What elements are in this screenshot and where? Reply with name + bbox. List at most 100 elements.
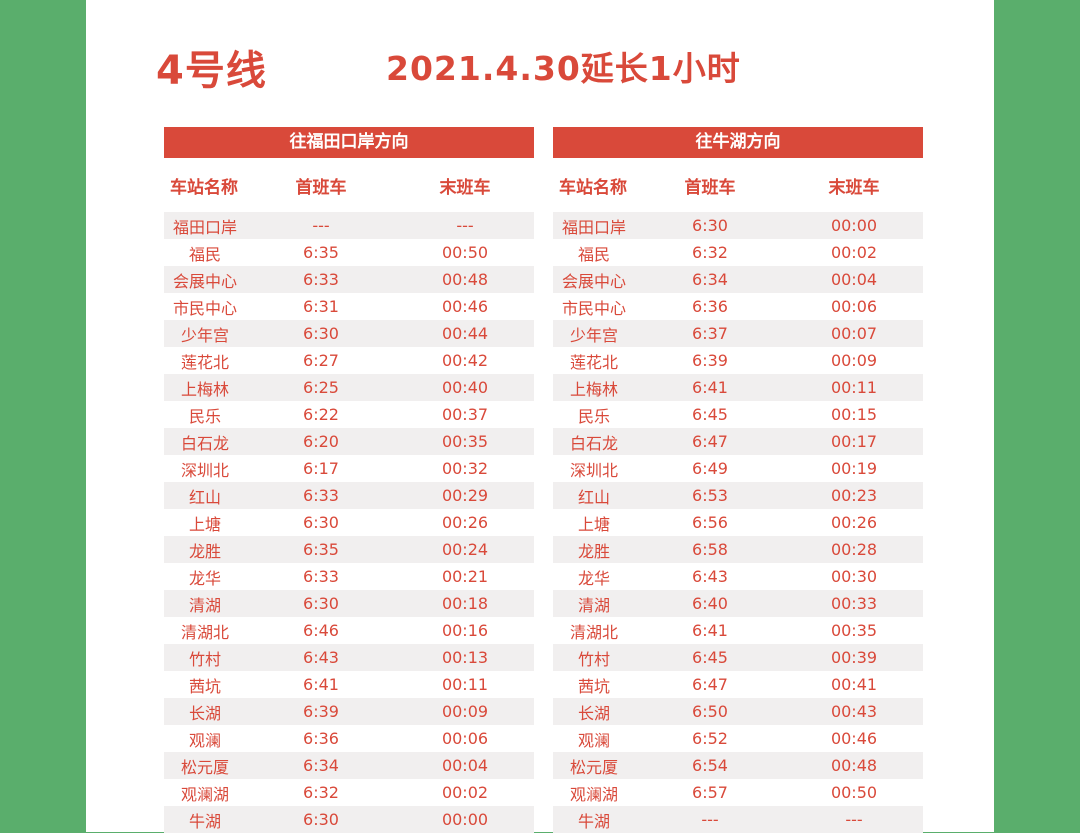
station-name: 牛湖 (577, 811, 610, 831)
station-name: 长湖 (577, 703, 610, 723)
first-train-time: 6:37 (692, 324, 728, 343)
table-row: 龙胜 6:35 00:24 (164, 536, 534, 563)
station-name: 龙胜 (577, 541, 610, 561)
station-name: 龙华 (577, 568, 610, 588)
first-train-time: 6:35 (303, 540, 339, 559)
table-row: 龙华 6:33 00:21 (164, 563, 534, 590)
table-row: 清湖 6:30 00:18 (164, 590, 534, 617)
last-train-time: 00:26 (830, 513, 878, 532)
table-row: 市民中心 6:36 00:06 (553, 293, 923, 320)
table-row: 竹村 6:43 00:13 (164, 644, 534, 671)
last-train-time: 00:00 (830, 216, 878, 235)
last-train-time: 00:13 (441, 648, 489, 667)
last-train-time: 00:41 (830, 675, 878, 694)
last-train-time: --- (845, 810, 863, 829)
table-row: 长湖 6:39 00:09 (164, 698, 534, 725)
first-train-time: 6:39 (692, 351, 728, 370)
last-train-time: 00:06 (441, 729, 489, 748)
first-train-time: --- (312, 216, 330, 235)
column-headers-left: 车站名称 首班车 末班车 (164, 158, 534, 212)
first-train-time: 6:31 (303, 297, 339, 316)
direction-header-right: 往牛湖方向 (553, 127, 923, 158)
station-name: 松元厦 (180, 757, 229, 777)
station-name: 龙胜 (188, 541, 221, 561)
last-train-time: 00:37 (441, 405, 489, 424)
table-row: 福民 6:35 00:50 (164, 239, 534, 266)
first-train-time: 6:35 (303, 243, 339, 262)
last-train-time: 00:40 (441, 378, 489, 397)
table-row: 少年宫 6:37 00:07 (553, 320, 923, 347)
first-train-time: 6:46 (303, 621, 339, 640)
station-name: 白石龙 (180, 433, 229, 453)
station-name: 观澜 (188, 730, 221, 750)
last-train-time: 00:26 (441, 513, 489, 532)
table-row: 牛湖 --- --- (553, 806, 923, 833)
table-row: 莲花北 6:27 00:42 (164, 347, 534, 374)
table-row: 福田口岸 6:30 00:00 (553, 212, 923, 239)
table-row: 福民 6:32 00:02 (553, 239, 923, 266)
first-train-time: --- (701, 810, 719, 829)
table-row: 民乐 6:45 00:15 (553, 401, 923, 428)
last-train-time: 00:48 (830, 756, 878, 775)
last-train-time: 00:44 (441, 324, 489, 343)
timetable-card: 4号线 2021.4.30延长1小时 往福田口岸方向 车站名称 首班车 末班车 … (86, 0, 994, 833)
station-name: 少年宫 (569, 325, 618, 345)
rows-left: 福田口岸 --- --- 福民 6:35 00:50 会展中心 6:33 00:48 市民中心 6:… (164, 212, 534, 833)
station-name: 茜坑 (188, 676, 221, 696)
table-row: 上塘 6:56 00:26 (553, 509, 923, 536)
table-row: 茜坑 6:41 00:11 (164, 671, 534, 698)
first-train-time: 6:47 (692, 432, 728, 451)
last-train-time: 00:18 (441, 594, 489, 613)
last-train-time: 00:32 (441, 459, 489, 478)
last-train-time: 00:09 (441, 702, 489, 721)
col-last-header: 末班车 (439, 177, 491, 198)
station-name: 上梅林 (569, 379, 618, 399)
table-row: 观澜 6:52 00:46 (553, 725, 923, 752)
station-name: 福民 (577, 244, 610, 264)
station-name: 上塘 (188, 514, 221, 534)
station-name: 观澜湖 (569, 784, 618, 804)
first-train-time: 6:36 (692, 297, 728, 316)
col-first-header: 首班车 (295, 177, 347, 198)
table-row: 红山 6:33 00:29 (164, 482, 534, 509)
first-train-time: 6:32 (692, 243, 728, 262)
last-train-time: --- (456, 216, 474, 235)
last-train-time: 00:19 (830, 459, 878, 478)
station-name: 清湖 (188, 595, 221, 615)
station-name: 观澜湖 (180, 784, 229, 804)
first-train-time: 6:32 (303, 783, 339, 802)
last-train-time: 00:30 (830, 567, 878, 586)
last-train-time: 00:29 (441, 486, 489, 505)
table-row: 上梅林 6:41 00:11 (553, 374, 923, 401)
table-row: 民乐 6:22 00:37 (164, 401, 534, 428)
last-train-time: 00:11 (830, 378, 878, 397)
station-name: 清湖北 (569, 622, 618, 642)
station-name: 会展中心 (172, 271, 237, 291)
rows-right: 福田口岸 6:30 00:00 福民 6:32 00:02 会展中心 6:34 00:04 市民中… (553, 212, 923, 833)
last-train-time: 00:50 (830, 783, 878, 802)
first-train-time: 6:49 (692, 459, 728, 478)
last-train-time: 00:02 (441, 783, 489, 802)
first-train-time: 6:52 (692, 729, 728, 748)
last-train-time: 00:09 (830, 351, 878, 370)
last-train-time: 00:46 (441, 297, 489, 316)
last-train-time: 00:48 (441, 270, 489, 289)
table-row: 清湖 6:40 00:33 (553, 590, 923, 617)
first-train-time: 6:20 (303, 432, 339, 451)
last-train-time: 00:16 (441, 621, 489, 640)
table-row: 市民中心 6:31 00:46 (164, 293, 534, 320)
last-train-time: 00:11 (441, 675, 489, 694)
station-name: 福民 (188, 244, 221, 264)
first-train-time: 6:27 (303, 351, 339, 370)
last-train-time: 00:42 (441, 351, 489, 370)
col-station-header: 车站名称 (559, 177, 627, 198)
last-train-time: 00:04 (830, 270, 878, 289)
first-train-time: 6:30 (692, 216, 728, 235)
station-name: 上塘 (577, 514, 610, 534)
first-train-time: 6:17 (303, 459, 339, 478)
first-train-time: 6:33 (303, 486, 339, 505)
first-train-time: 6:39 (303, 702, 339, 721)
table-row: 松元厦 6:54 00:48 (553, 752, 923, 779)
station-name: 民乐 (188, 406, 221, 426)
station-name: 长湖 (188, 703, 221, 723)
